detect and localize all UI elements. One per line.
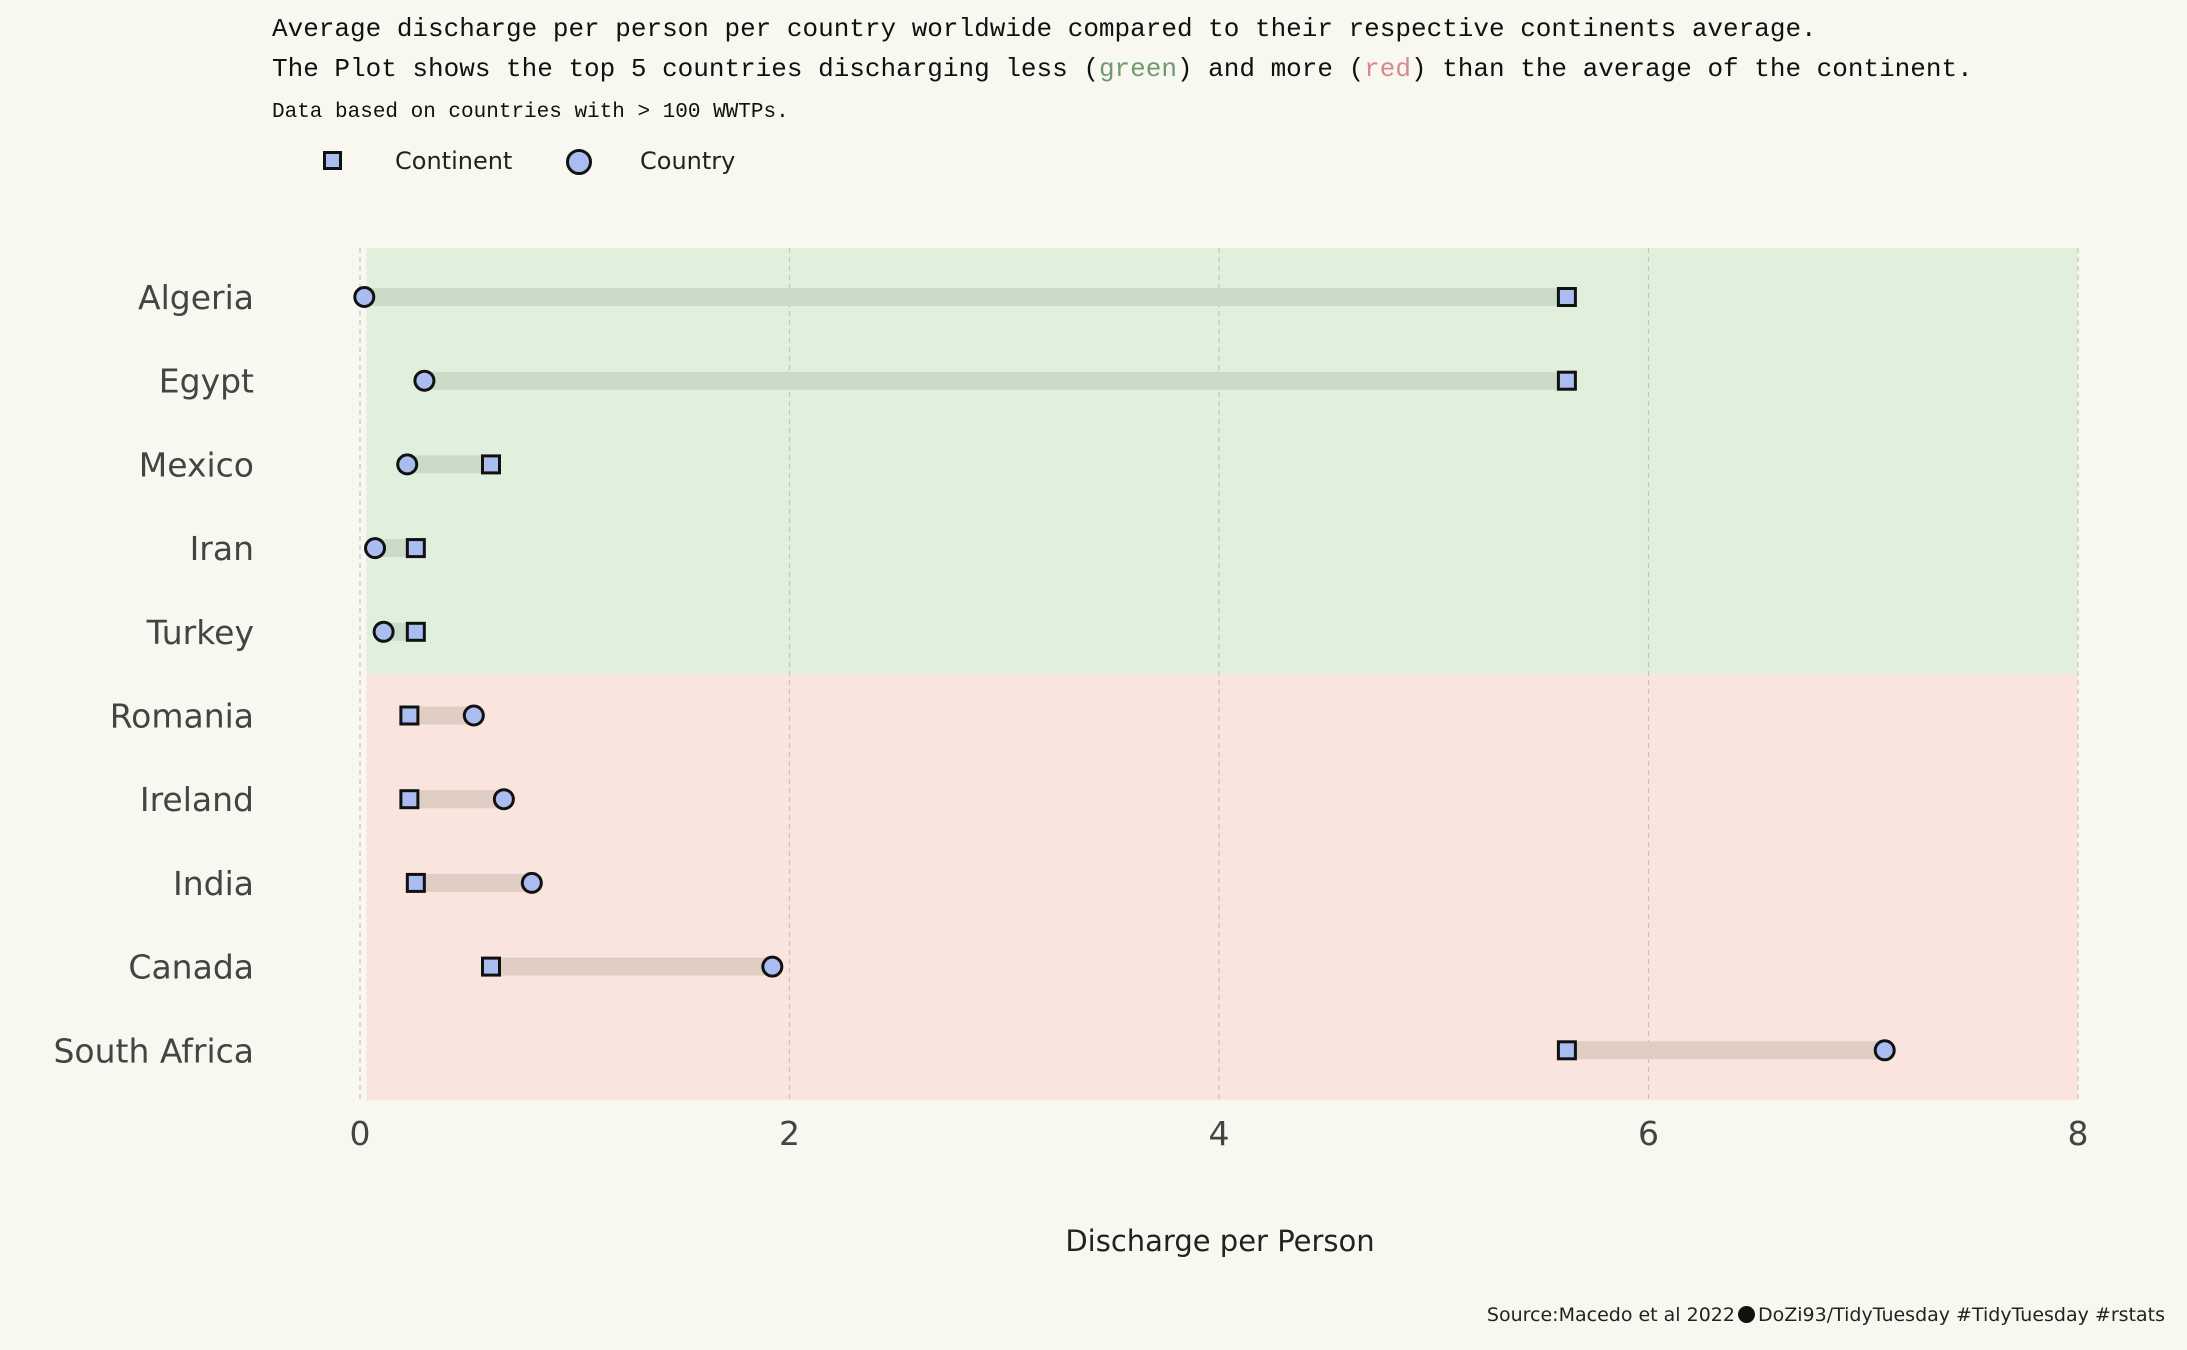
circle-marker-icon (566, 149, 592, 175)
continent-marker (405, 621, 426, 642)
legend-continent-label: Continent (395, 147, 513, 175)
continent-marker (1556, 1040, 1577, 1061)
country-marker (353, 286, 376, 308)
subtitle-green-word: green (1098, 54, 1177, 84)
chart-subtitle: The Plot shows the top 5 countries disch… (272, 54, 1973, 84)
caption: Source:Macedo et al 2022 DoZi93/TidyTuesd… (1487, 1304, 2165, 1326)
more-than-average-band (366, 673, 2078, 1100)
country-marker (396, 453, 419, 476)
country-marker (1873, 1039, 1896, 1062)
github-icon (1737, 1306, 1755, 1323)
subtitle-prefix: The Plot shows the top 5 countries disch… (272, 54, 1099, 84)
chart-title: Average discharge per person per country… (272, 14, 1817, 44)
x-tick-label: 6 (1638, 1114, 1659, 1153)
subtitle-red-word: red (1364, 54, 1411, 84)
country-marker (520, 871, 543, 894)
country-marker (462, 704, 485, 727)
x-tick-label: 4 (1209, 1114, 1230, 1153)
subtitle-middle: ) and more ( (1176, 54, 1365, 84)
country-label: Romania (110, 697, 254, 736)
continent-marker (1556, 287, 1577, 307)
continent-marker (405, 872, 426, 893)
country-label: Iran (190, 529, 254, 568)
x-axis-label: Discharge per Person (1065, 1224, 1375, 1258)
square-marker-icon (323, 151, 342, 170)
country-label: South Africa (53, 1031, 254, 1070)
continent-marker (480, 956, 501, 977)
legend-country-label: Country (640, 147, 736, 175)
country-label: Algeria (138, 278, 254, 317)
country-label: India (173, 864, 254, 903)
country-marker (492, 788, 515, 811)
caption-source: Source:Macedo et al 2022 (1486, 1304, 1735, 1326)
country-label: Mexico (139, 445, 254, 484)
country-marker (413, 369, 436, 392)
caption-handle: DoZi93/TidyTuesday #TidyTuesday #rstats (1757, 1304, 2165, 1326)
subtitle-suffix: ) than the average of the continent. (1411, 54, 1973, 84)
x-tick-label: 8 (2068, 1114, 2089, 1153)
continent-marker (405, 538, 426, 559)
continent-marker (399, 789, 420, 810)
country-marker (372, 620, 395, 643)
less-than-average-band (366, 248, 2078, 674)
country-marker (761, 955, 784, 978)
continent-marker (1556, 370, 1577, 391)
continent-marker (399, 705, 420, 726)
x-tick-label: 0 (350, 1114, 371, 1153)
chart-note: Data based on countries with > 100 WWTPs… (272, 101, 789, 124)
country-label: Egypt (159, 362, 254, 401)
continent-marker (480, 454, 501, 475)
country-label: Turkey (146, 613, 254, 652)
country-marker (364, 537, 387, 560)
country-label: Canada (128, 948, 254, 987)
country-label: Ireland (140, 780, 254, 819)
x-tick-label: 2 (779, 1114, 800, 1153)
